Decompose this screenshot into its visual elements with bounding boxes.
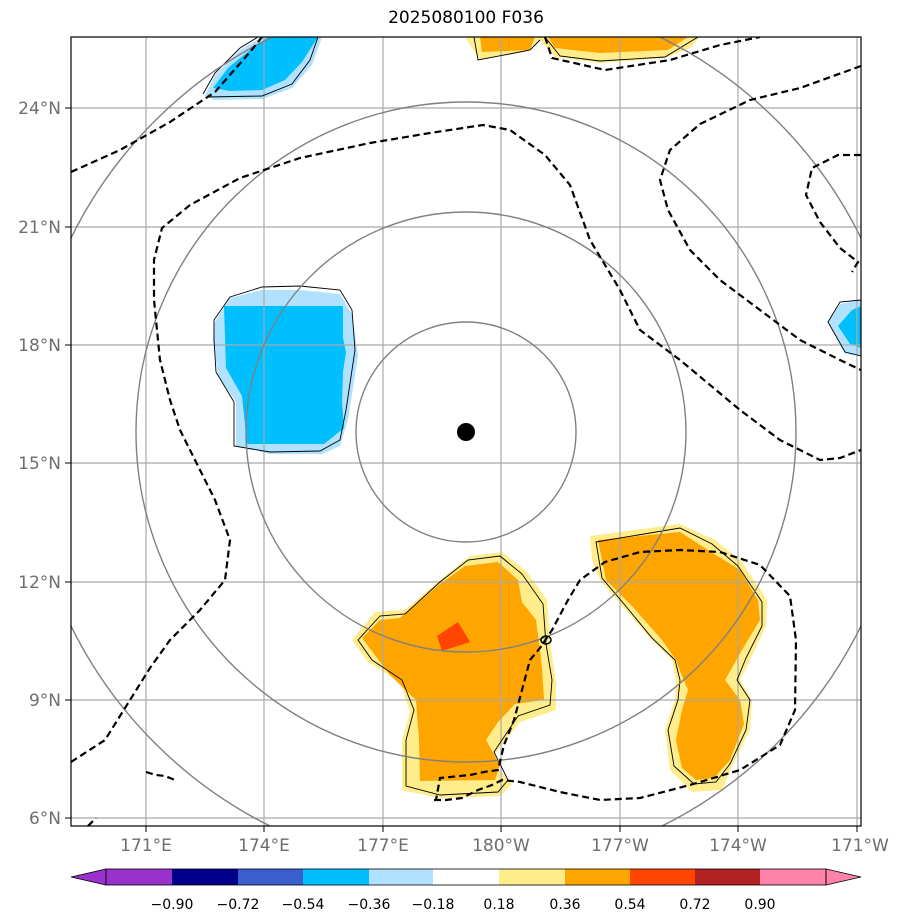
colorbar-segment: [433, 869, 499, 885]
dashed-contours: [71, 37, 861, 826]
anomaly-outlines: [202, 37, 861, 796]
colorbar-segment: [695, 869, 760, 885]
strong-positive-anomaly-area: [437, 622, 470, 651]
negative-anomaly-area: [838, 306, 861, 348]
colorbar-label: −0.72: [217, 897, 260, 913]
latitude-labels: 24°N 21°N 18°N 15°N 12°N 9°N 6°N: [18, 99, 61, 829]
lat-label: 15°N: [18, 454, 61, 474]
negative-anomaly-area: [213, 37, 318, 91]
positive-anomaly-area: [362, 562, 544, 781]
lat-label: 21°N: [18, 218, 61, 238]
lon-label: 174°W: [709, 836, 767, 856]
colorbar-low-extension: [70, 868, 107, 886]
positive-anomaly-area: [480, 37, 688, 53]
small-contour-loop: [540, 635, 552, 645]
plot-frame: [70, 36, 862, 827]
colorbar-segment: [106, 869, 172, 885]
lon-label: 180°W: [472, 836, 530, 856]
lat-label: 12°N: [18, 573, 61, 593]
shaded-fields: [205, 37, 861, 798]
negative-anomaly-area: [224, 306, 346, 444]
lat-label: 18°N: [18, 336, 61, 356]
axis-ticks: [65, 107, 858, 832]
colorbar-segment: [760, 869, 826, 885]
positive-anomaly-area: [598, 532, 760, 780]
colorbar-frame: [105, 868, 827, 886]
colorbar-segment: [238, 869, 303, 885]
longitude-labels: 171°E 174°E 177°E 180°W 177°W 174°W 171°…: [120, 836, 889, 856]
colorbar-segment: [630, 869, 695, 885]
colorbar-high-extension: [825, 868, 862, 886]
colorbar-label: −0.18: [412, 897, 455, 913]
colorbar-segment: [303, 869, 369, 885]
colorbar-label: −0.36: [348, 897, 391, 913]
colorbar-label: 0.18: [483, 897, 514, 913]
storm-center-marker: [457, 423, 475, 441]
colorbar-segment: [499, 869, 565, 885]
lat-label: 6°N: [29, 809, 61, 829]
lon-label: 177°W: [591, 836, 649, 856]
colorbar-label: −0.90: [151, 897, 194, 913]
colorbar-segment: [565, 869, 630, 885]
colorbar-label: 0.54: [614, 897, 645, 913]
colorbar-label: 0.72: [679, 897, 710, 913]
colorbar: −0.90 −0.72 −0.54 −0.36 −0.18 0.18 0.36 …: [70, 868, 862, 913]
colorbar-segment: [369, 869, 433, 885]
lat-label: 24°N: [18, 99, 61, 119]
lon-label: 171°E: [120, 836, 172, 856]
lon-label: 174°E: [238, 836, 290, 856]
colorbar-label: 0.36: [549, 897, 580, 913]
colorbar-label: 0.90: [744, 897, 775, 913]
map-title: 2025080100 F036: [388, 8, 544, 28]
range-rings: [71, 37, 861, 826]
colorbar-label: −0.54: [282, 897, 325, 913]
lon-label: 171°W: [831, 836, 889, 856]
colorbar-segment: [172, 869, 238, 885]
lon-label: 177°E: [357, 836, 409, 856]
graticule: [71, 37, 861, 826]
lat-label: 9°N: [29, 691, 61, 711]
